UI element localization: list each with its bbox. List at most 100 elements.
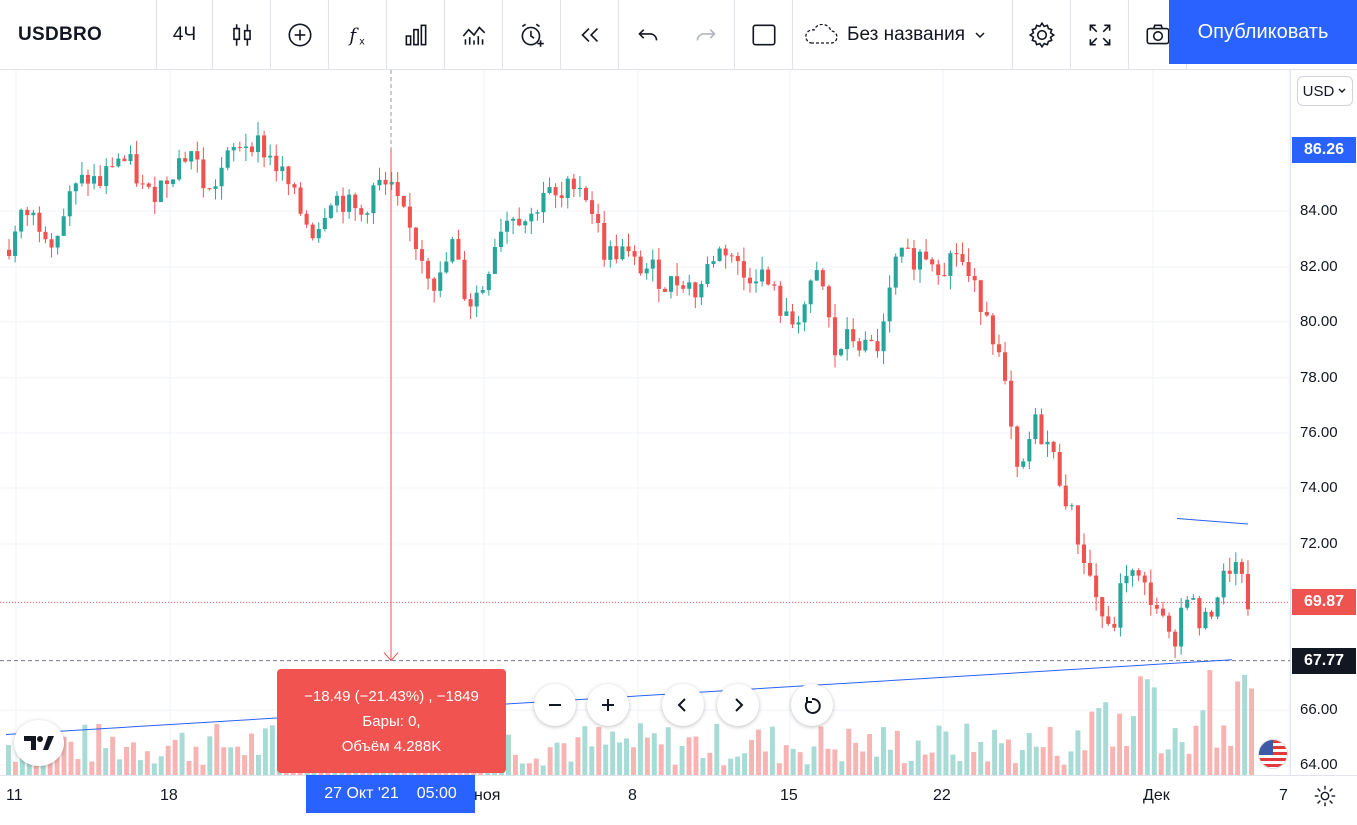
candle-body — [37, 212, 42, 232]
candle-body — [565, 178, 570, 199]
zoom-in-button[interactable] — [587, 684, 629, 726]
candle-body — [444, 261, 449, 273]
volume-bar — [603, 744, 609, 775]
candle-body — [341, 195, 346, 212]
candle-body — [747, 277, 752, 284]
layout-name-button[interactable]: Без названия — [793, 0, 1013, 70]
redo-icon — [696, 28, 716, 40]
currency-select[interactable]: USD — [1297, 76, 1353, 106]
settings-icon[interactable] — [1312, 783, 1338, 809]
alert-button[interactable] — [503, 0, 561, 70]
candle-body — [505, 220, 510, 232]
candle-body — [67, 191, 72, 217]
volume-bar — [589, 746, 595, 775]
layout-button[interactable] — [735, 0, 793, 70]
volume-bar — [943, 731, 949, 775]
publish-button[interactable]: Опубликовать — [1169, 0, 1357, 64]
volume-bar — [714, 723, 720, 775]
time-axis-label: 22 — [933, 787, 951, 804]
price-scale-label: 76.00 — [1300, 424, 1338, 441]
candle-body — [863, 339, 868, 351]
candle-body — [110, 166, 115, 168]
settings-button[interactable] — [1013, 0, 1071, 70]
candle-body — [717, 248, 722, 262]
price-chart[interactable] — [0, 70, 1290, 775]
time-axis[interactable] — [0, 775, 1357, 825]
candle-body — [693, 282, 698, 298]
layout-name-label: Без названия — [847, 23, 966, 45]
candle-body — [1245, 573, 1250, 610]
volume-bar — [269, 725, 275, 775]
candle-body — [1124, 575, 1129, 584]
candle-body — [134, 154, 139, 184]
chart-type-button[interactable] — [213, 0, 271, 70]
candle-body — [984, 311, 989, 316]
candle-body — [699, 284, 704, 298]
candle-body — [498, 231, 503, 248]
compare-symbol-button[interactable] — [271, 0, 329, 70]
crosshair-price-tag: 67.77 — [1292, 648, 1356, 674]
candle-body — [189, 151, 194, 162]
undo-button[interactable] — [619, 0, 677, 70]
camera-icon — [1145, 24, 1170, 44]
scroll-right-button[interactable] — [717, 684, 759, 726]
candle-body — [13, 231, 18, 256]
chevron-down-icon — [975, 31, 985, 38]
candle-body — [7, 249, 12, 256]
volume-bar — [506, 734, 511, 775]
price-scale-label: 84.00 — [1300, 202, 1338, 219]
volume-bar — [1165, 749, 1171, 775]
volume-bar — [908, 760, 914, 775]
candle-body — [1197, 598, 1202, 629]
candle-body — [559, 195, 564, 199]
tradingview-logo[interactable] — [14, 720, 64, 766]
zoom-out-button[interactable] — [534, 684, 576, 726]
candle-body — [43, 231, 48, 240]
volume-bar — [262, 728, 268, 775]
volume-bar — [124, 746, 129, 775]
candle-body — [1136, 570, 1141, 576]
candle-body — [668, 276, 674, 292]
price-scale-label: 82.00 — [1300, 258, 1338, 275]
candle-body — [486, 273, 491, 291]
candle-body — [256, 135, 261, 153]
volume-bar — [728, 758, 734, 775]
volume-bar — [540, 765, 546, 775]
volume-bar — [1158, 753, 1164, 775]
candle-body — [413, 227, 418, 250]
interval-button[interactable]: 4Ч — [157, 0, 213, 70]
candle-body — [1027, 439, 1032, 462]
candle-body — [1239, 562, 1244, 574]
measure-arrow — [383, 652, 399, 662]
symbol-search-button[interactable]: USDBRO — [0, 0, 157, 70]
candle-body — [893, 256, 898, 288]
add-symbol-icon — [287, 22, 312, 47]
redo-button[interactable] — [677, 0, 735, 70]
candle-body — [1130, 570, 1135, 576]
candle-body — [571, 178, 576, 190]
volume-bar — [68, 741, 74, 775]
candle-body — [365, 213, 370, 215]
scroll-left-button[interactable] — [662, 684, 704, 726]
us-flag-icon — [1258, 739, 1288, 769]
volume-bar — [6, 744, 11, 775]
replay-button[interactable] — [561, 0, 619, 70]
candle-body — [1179, 607, 1184, 647]
chart-pane[interactable] — [0, 70, 1290, 775]
volume-bar — [1026, 733, 1032, 775]
candle-body — [1215, 597, 1220, 617]
templates-button[interactable] — [387, 0, 445, 70]
volume-bar — [207, 736, 213, 775]
candle-body — [754, 281, 759, 284]
volume-bar — [617, 742, 623, 775]
candle-body — [535, 212, 540, 214]
compare-button[interactable] — [445, 0, 503, 70]
candle-body — [924, 251, 929, 260]
candle-body — [146, 183, 151, 187]
fullscreen-button[interactable] — [1071, 0, 1129, 70]
price-scale-label: 66.00 — [1300, 701, 1338, 718]
candle-body — [851, 329, 856, 342]
volume-bar — [151, 763, 157, 775]
reset-chart-button[interactable] — [791, 684, 833, 726]
